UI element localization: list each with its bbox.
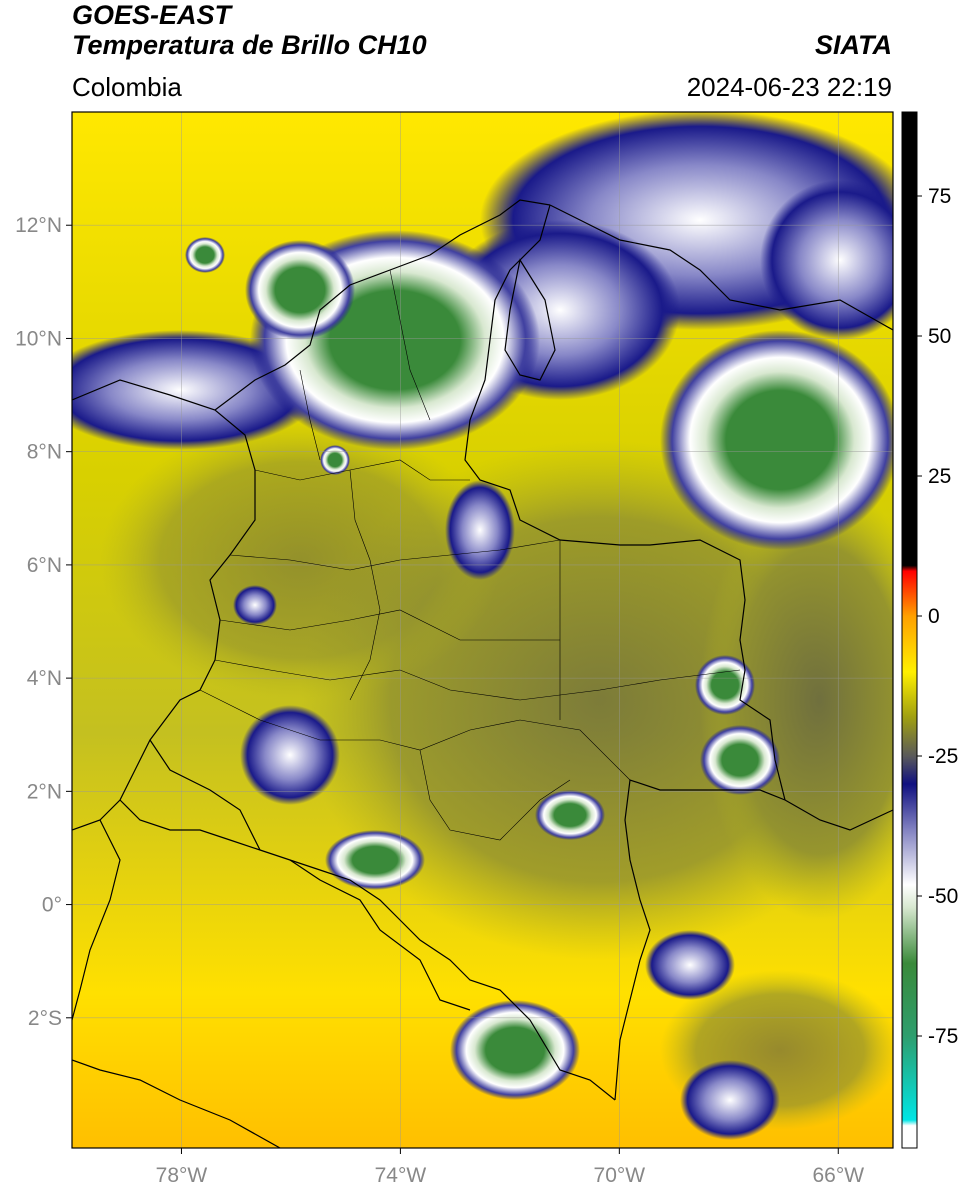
department-border xyxy=(214,659,741,701)
convective-cloud-cell xyxy=(240,705,340,805)
longitude-ticks: 78°W 74°W 70°W 66°W xyxy=(156,1148,864,1187)
source-label: SIATA xyxy=(815,30,892,60)
lon-tick-label: 66°W xyxy=(812,1164,864,1187)
department-border xyxy=(299,369,321,461)
convective-cloud-cell xyxy=(233,585,277,625)
map-frame xyxy=(71,111,894,1149)
colorbar-tick-label: 25 xyxy=(928,465,951,488)
lat-tick-label: 12°N xyxy=(15,214,62,237)
colombia-caribbean-coast xyxy=(214,199,551,411)
colorbar-ticks: 75 50 25 0 -25 -50 -75 xyxy=(917,185,958,1048)
lat-tick-label: 0° xyxy=(42,894,62,917)
cold-cloud-cell xyxy=(185,237,225,273)
ecuador-border xyxy=(149,739,261,851)
lat-tick-label: 2°S xyxy=(28,1007,62,1030)
lon-tick-label: 70°W xyxy=(594,1164,646,1187)
cold-cloud-core-northwest xyxy=(245,240,355,340)
cold-cloud-cell xyxy=(695,655,755,715)
department-border xyxy=(254,459,470,481)
colorbar-tick-label: 75 xyxy=(928,185,951,208)
colombia-pacific-coast xyxy=(72,379,256,831)
latitude-ticks: 12°N 10°N 8°N 6°N 4°N 2°N 0° 2°S xyxy=(15,214,72,1030)
brazil-venezuela-border xyxy=(784,799,893,831)
lon-tick-label: 78°W xyxy=(156,1164,208,1187)
cold-cloud-cell xyxy=(325,830,425,890)
colorbar-tick-label: 0 xyxy=(928,605,940,628)
department-border xyxy=(229,539,561,571)
convective-cloud-cell xyxy=(680,1060,780,1140)
department-border xyxy=(219,609,560,641)
cold-cloud-cell xyxy=(700,725,780,795)
department-border xyxy=(349,469,381,701)
grey-cloud-region xyxy=(700,480,893,920)
colorbar: 75 50 25 0 -25 -50 -75 xyxy=(901,111,958,1149)
lat-tick-label: 4°N xyxy=(27,667,62,690)
colorbar-scale xyxy=(901,111,918,1149)
department-border xyxy=(419,749,571,841)
peru-coast xyxy=(72,1059,281,1148)
satellite-title: GOES-EAST xyxy=(72,0,232,30)
gridlines xyxy=(72,112,893,1148)
grey-cloud-region xyxy=(100,420,500,700)
convective-cloud-cell xyxy=(445,480,515,580)
lat-tick-label: 2°N xyxy=(27,780,62,803)
department-borders xyxy=(199,269,741,841)
ecuador-coast xyxy=(72,819,121,1021)
venezuela-coast xyxy=(549,204,893,331)
colorbar-tick-label: -25 xyxy=(928,745,958,768)
lon-tick-label: 74°W xyxy=(375,1164,427,1187)
peru-border xyxy=(289,859,471,1011)
cold-cloud-core-south xyxy=(450,1000,580,1100)
cold-cloud-cell xyxy=(320,445,350,475)
lat-tick-label: 8°N xyxy=(27,441,62,464)
colorbar-tick-label: -50 xyxy=(928,885,958,908)
colombia-peru-ecuador-border xyxy=(119,799,616,1101)
department-border xyxy=(389,269,431,421)
cold-cloud-core-east xyxy=(660,330,893,550)
lat-tick-label: 10°N xyxy=(15,327,62,350)
region-label: Colombia xyxy=(72,72,182,102)
lake-maracaibo xyxy=(504,258,556,381)
convective-cloud-east xyxy=(760,180,893,340)
cold-cloud-cell xyxy=(535,790,605,840)
colorbar-tick-label: -75 xyxy=(928,1025,958,1048)
map-area xyxy=(72,112,893,1148)
product-title: Temperatura de Brillo CH10 xyxy=(72,30,427,60)
datetime-label: 2024-06-23 22:19 xyxy=(686,72,892,102)
colorbar-tick-label: 50 xyxy=(928,325,951,348)
colombia-brazil-border xyxy=(614,779,786,1101)
convective-cloud-cell xyxy=(645,930,735,1000)
lat-tick-label: 6°N xyxy=(27,554,62,577)
